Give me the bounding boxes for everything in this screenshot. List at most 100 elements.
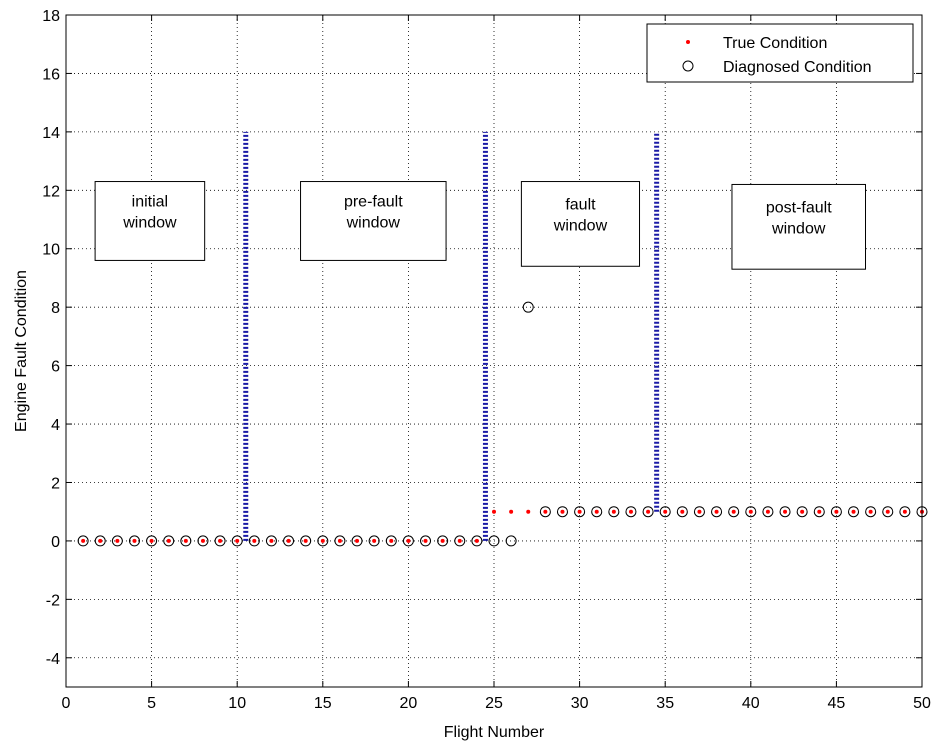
legend-label: True Condition: [723, 35, 827, 52]
annotation-box: initial window: [94, 181, 206, 261]
data-point-true: [218, 538, 223, 543]
data-point-diagnosed: [522, 301, 534, 313]
annotation-box: pre-fault window: [300, 181, 447, 261]
data-point-diagnosed: [813, 506, 825, 518]
y-tick-label: 18: [42, 8, 60, 25]
x-axis-label: Flight Number: [444, 724, 545, 741]
data-point-diagnosed: [728, 506, 740, 518]
annotation-text: post-fault: [766, 199, 832, 216]
y-tick-label: 10: [42, 242, 60, 259]
data-point-true: [457, 538, 462, 543]
data-point-diagnosed: [231, 535, 243, 547]
data-point-diagnosed: [779, 506, 791, 518]
data-point-true: [81, 538, 86, 543]
x-tick-label: 20: [400, 695, 418, 712]
data-point-true: [543, 509, 548, 514]
y-tick-label: 4: [51, 417, 60, 434]
annotation-box: post-fault window: [731, 183, 867, 270]
x-tick-label: 45: [828, 695, 846, 712]
data-point-diagnosed: [762, 506, 774, 518]
data-point-true: [474, 538, 479, 543]
data-point-true: [372, 538, 377, 543]
x-tick-label: 0: [62, 695, 71, 712]
annotation-text: window: [771, 220, 826, 237]
data-point-true: [183, 538, 188, 543]
data-point-diagnosed: [659, 506, 671, 518]
y-axis-label: Engine Fault Condition: [13, 270, 30, 432]
data-point-true: [509, 509, 514, 514]
data-point-diagnosed: [334, 535, 346, 547]
x-tick-label: 40: [742, 695, 760, 712]
window-boundaries: [243, 131, 660, 541]
data-point-true: [166, 538, 171, 543]
data-point-true: [440, 538, 445, 543]
data-point-true: [663, 509, 668, 514]
data-point-diagnosed: [830, 506, 842, 518]
x-tick-label: 30: [571, 695, 589, 712]
data-point-true: [834, 509, 839, 514]
data-point-true: [783, 509, 788, 514]
data-point-diagnosed: [676, 506, 688, 518]
axis-ticks: 0 5 10 15 20 25 30 35 40 45 50 -4 -2 0 2 4 6 8 10 12 14 16 18: [42, 8, 931, 712]
data-point-true: [355, 538, 360, 543]
x-tick-label: 25: [485, 695, 503, 712]
data-point-true: [902, 509, 907, 514]
data-point-true: [115, 538, 120, 543]
data-point-diagnosed: [882, 506, 894, 518]
data-point-diagnosed: [437, 535, 449, 547]
data-point-diagnosed: [608, 506, 620, 518]
data-point-diagnosed: [128, 535, 140, 547]
data-point-true: [577, 509, 582, 514]
data-point-diagnosed: [180, 535, 192, 547]
data-point-diagnosed: [711, 506, 723, 518]
data-point-true: [800, 509, 805, 514]
data-point-diagnosed: [454, 535, 466, 547]
data-point-diagnosed: [300, 535, 312, 547]
data-point-diagnosed: [471, 535, 483, 547]
legend-marker-point: [686, 40, 690, 44]
data-point-diagnosed: [317, 535, 329, 547]
grid: [66, 15, 922, 687]
data-point-diagnosed: [197, 535, 209, 547]
data-point-true: [594, 509, 599, 514]
data-point-true: [680, 509, 685, 514]
data-point-true: [337, 538, 342, 543]
annotation-box: fault window: [520, 181, 641, 267]
legend-box: [646, 23, 914, 83]
x-tick-label: 15: [314, 695, 332, 712]
data-point-diagnosed: [865, 506, 877, 518]
data-point-true: [389, 538, 394, 543]
data-point-true: [235, 538, 240, 543]
data-point-true: [200, 538, 205, 543]
data-point-true: [252, 538, 257, 543]
data-point-diagnosed: [745, 506, 757, 518]
annotation-frame: [731, 183, 867, 270]
data-point-diagnosed: [283, 535, 295, 547]
annotation-text: window: [553, 217, 608, 234]
data-point-diagnosed: [248, 535, 260, 547]
legend-entry: True Condition: [686, 35, 827, 52]
data-point-true: [646, 509, 651, 514]
data-point-diagnosed: [693, 506, 705, 518]
data-point-true: [731, 509, 736, 514]
data-point-diagnosed: [505, 535, 517, 547]
data-point-diagnosed: [77, 535, 89, 547]
data-point-diagnosed: [146, 535, 158, 547]
annotation-text: window: [346, 214, 401, 231]
series-diagnosed-condition: [77, 301, 928, 547]
legend-label: Diagnosed Condition: [723, 59, 872, 76]
data-point-diagnosed: [625, 506, 637, 518]
annotation-text: initial: [132, 193, 168, 210]
data-point-true: [98, 538, 103, 543]
data-point-diagnosed: [899, 506, 911, 518]
data-point-true: [269, 538, 274, 543]
y-tick-label: 6: [51, 359, 60, 376]
annotation-text: fault: [565, 196, 596, 213]
data-point-true: [611, 509, 616, 514]
x-tick-label: 5: [147, 695, 156, 712]
series-true-condition: [81, 509, 924, 543]
annotations: initialwindowpre-faultwindowfaultwindowp…: [94, 181, 867, 270]
data-point-diagnosed: [488, 535, 500, 547]
data-point-true: [560, 509, 565, 514]
data-point-true: [851, 509, 856, 514]
